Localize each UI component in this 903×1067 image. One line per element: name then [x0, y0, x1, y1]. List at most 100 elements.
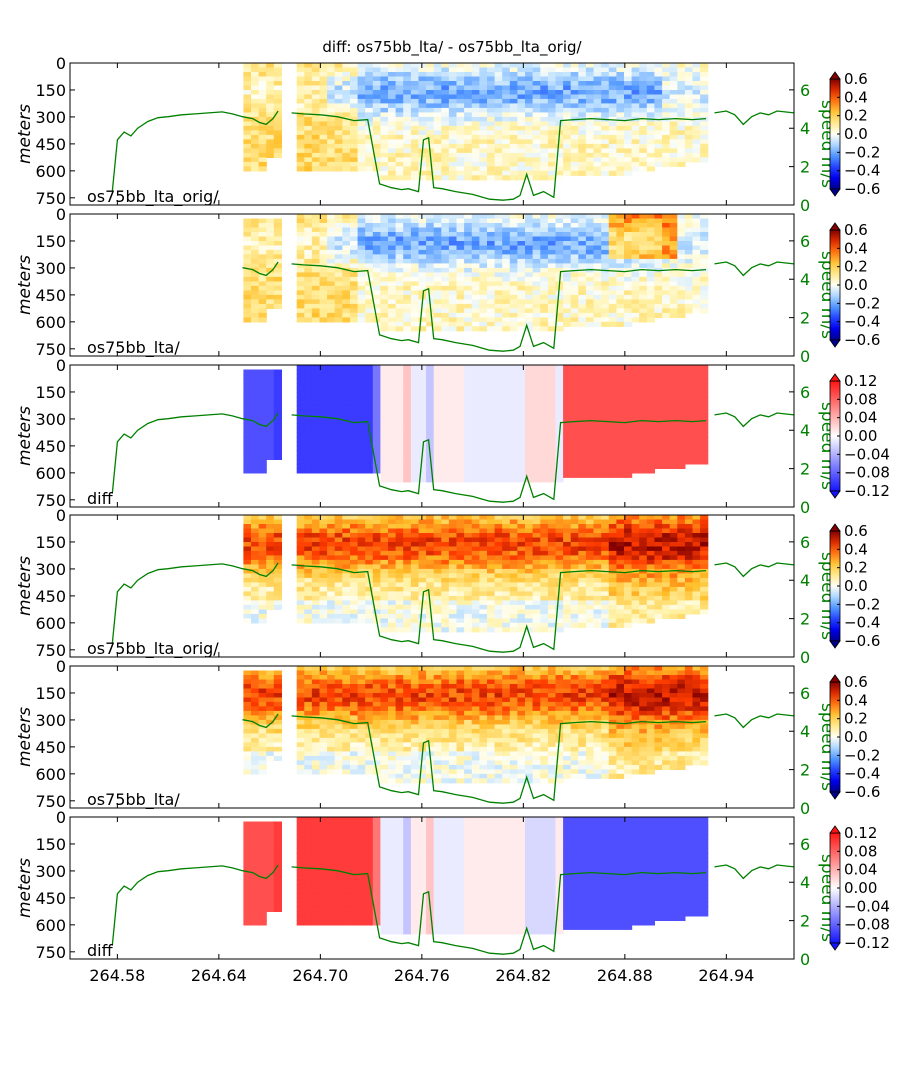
- data-cell: [456, 392, 465, 398]
- data-cell: [684, 383, 694, 389]
- data-cell: [304, 414, 313, 420]
- data-cell: [540, 463, 549, 469]
- data-cell: [410, 90, 420, 96]
- data-cell: [662, 63, 671, 69]
- data-cell: [342, 450, 351, 456]
- data-cells: [243, 63, 709, 181]
- data-cell: [426, 383, 435, 389]
- data-cell: [677, 85, 686, 91]
- data-cell: [578, 405, 587, 411]
- data-cell: [616, 148, 625, 154]
- data-cell: [388, 214, 397, 220]
- data-cell: [517, 387, 526, 393]
- data-cell: [563, 392, 572, 398]
- data-cell: [311, 214, 321, 220]
- data-cell: [608, 450, 617, 456]
- data-cell: [464, 148, 473, 154]
- data-cell: [319, 441, 328, 447]
- data-cell: [570, 290, 579, 296]
- data-cell: [327, 609, 336, 615]
- data-cell: [540, 94, 549, 100]
- data-cell: [441, 157, 450, 163]
- data-cell: [319, 152, 328, 158]
- data-cell: [517, 276, 526, 282]
- data-cell: [555, 98, 564, 104]
- data-cell: [540, 175, 549, 181]
- data-cell: [555, 94, 564, 100]
- data-cell: [334, 258, 343, 264]
- data-cell: [251, 427, 260, 433]
- data-cell: [296, 258, 305, 264]
- data-cell: [692, 121, 701, 127]
- data-cell: [258, 276, 267, 282]
- data-cell: [509, 81, 518, 87]
- data-cell: [631, 423, 640, 429]
- data-cell: [441, 254, 450, 260]
- data-cell: [593, 241, 602, 247]
- data-cell: [494, 157, 503, 163]
- data-cell: [372, 254, 381, 260]
- data-cell: [365, 468, 374, 474]
- data-cell: [372, 387, 381, 393]
- data-cell: [532, 258, 541, 264]
- data-cell: [616, 441, 625, 447]
- data-cell: [350, 568, 359, 574]
- data-cell: [251, 143, 260, 149]
- data-cell: [296, 76, 305, 82]
- data-cell: [273, 450, 282, 456]
- data-cell: [624, 232, 633, 238]
- data-cell: [311, 107, 321, 113]
- data-cell: [593, 107, 602, 113]
- data-cell: [517, 436, 526, 442]
- data-cell: [342, 546, 351, 552]
- data-cell: [304, 103, 313, 109]
- data-cell: [395, 294, 404, 300]
- data-cell: [601, 90, 610, 96]
- data-cell: [426, 326, 435, 332]
- data-cell: [646, 143, 655, 149]
- data-cell: [578, 227, 587, 233]
- data-cell: [258, 427, 267, 433]
- data-cell: [631, 214, 640, 220]
- data-cell: [624, 125, 633, 131]
- data-cell: [464, 432, 473, 438]
- colorbar-tick-label: 0.4: [844, 239, 868, 257]
- data-cell: [464, 76, 473, 82]
- data-cell: [570, 400, 579, 406]
- data-cell: [319, 365, 328, 371]
- data-cell: [525, 166, 534, 172]
- y-tick-label: 750: [35, 340, 66, 359]
- data-cell: [494, 245, 503, 251]
- data-cell: [334, 116, 343, 122]
- data-cell: [327, 409, 336, 415]
- data-cell: [441, 76, 450, 82]
- data-cell: [319, 582, 328, 588]
- data-cell: [639, 254, 648, 260]
- data-cell: [578, 468, 587, 474]
- data-cell: [525, 459, 534, 465]
- data-cell: [273, 550, 282, 556]
- data-cell: [471, 378, 480, 384]
- data-cell: [646, 232, 655, 238]
- data-cell: [448, 281, 458, 287]
- data-cell: [304, 67, 313, 73]
- data-cell: [631, 148, 640, 154]
- data-cell: [639, 418, 648, 424]
- data-cell: [616, 227, 625, 233]
- data-cell: [243, 387, 252, 393]
- data-cell: [372, 537, 381, 543]
- data-cell: [654, 409, 663, 415]
- data-cell: [273, 254, 282, 260]
- data-cell: [570, 81, 579, 87]
- data-cell: [464, 383, 473, 389]
- data-cell: [639, 112, 648, 118]
- data-cell: [502, 116, 511, 122]
- data-cell: [601, 396, 610, 402]
- data-cell: [388, 472, 397, 478]
- data-cell: [540, 303, 549, 309]
- data-cell: [601, 232, 610, 238]
- data-cell: [448, 81, 458, 87]
- data-cell: [639, 396, 648, 402]
- data-cell: [509, 125, 518, 131]
- data-cell: [266, 85, 275, 91]
